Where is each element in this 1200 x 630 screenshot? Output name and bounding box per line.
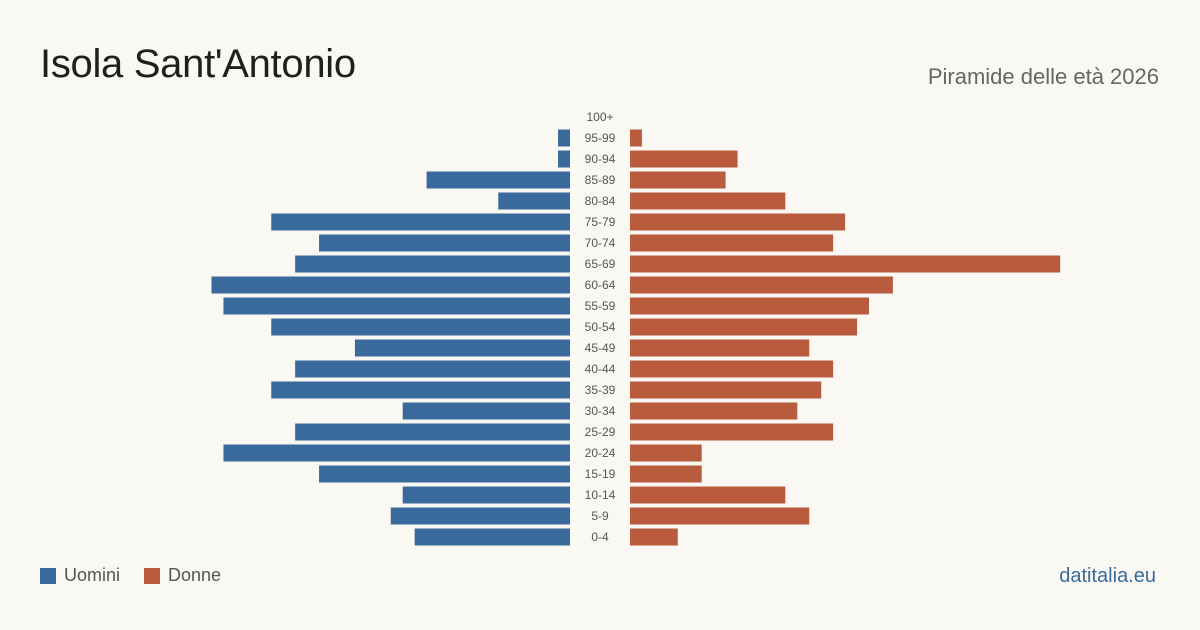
age-label-20-24: 20-24	[585, 446, 616, 460]
age-label-5-9: 5-9	[591, 509, 609, 523]
bar-women-55-59	[630, 297, 869, 315]
age-label-95-99: 95-99	[585, 131, 616, 145]
bar-men-80-84	[498, 192, 570, 210]
bar-women-0-4	[630, 528, 678, 546]
bar-women-5-9	[630, 507, 810, 525]
bar-women-80-84	[630, 192, 786, 210]
age-label-80-84: 80-84	[585, 194, 616, 208]
age-label-25-29: 25-29	[585, 425, 616, 439]
bar-women-10-14	[630, 486, 786, 504]
legend-swatch-men	[40, 567, 56, 584]
age-label-90-94: 90-94	[585, 152, 616, 166]
bar-women-30-34	[630, 402, 798, 420]
age-label-85-89: 85-89	[585, 173, 616, 187]
bar-men-40-44	[295, 360, 570, 378]
age-label-65-69: 65-69	[585, 257, 616, 271]
legend-label-women: Donne	[168, 565, 222, 585]
bar-men-35-39	[271, 381, 570, 399]
age-label-70-74: 70-74	[585, 236, 616, 250]
bar-men-45-49	[354, 339, 570, 357]
bar-men-0-4	[414, 528, 570, 546]
bar-women-15-19	[630, 465, 702, 483]
bar-women-65-69	[630, 255, 1061, 273]
bar-women-25-29	[630, 423, 834, 441]
source-link[interactable]: datitalia.eu	[1059, 565, 1156, 587]
legend-item-men: Uomini	[40, 565, 120, 586]
bar-men-5-9	[390, 507, 570, 525]
legend: Uomini Donne	[40, 565, 221, 586]
bar-women-50-54	[630, 318, 858, 336]
bar-women-75-79	[630, 213, 846, 231]
bar-men-60-64	[211, 276, 570, 294]
bar-men-70-74	[319, 234, 570, 252]
age-label-40-44: 40-44	[585, 362, 616, 376]
age-label-75-79: 75-79	[585, 215, 616, 229]
bar-women-40-44	[630, 360, 834, 378]
age-label-45-49: 45-49	[585, 341, 616, 355]
bar-men-85-89	[426, 171, 570, 189]
age-label-30-34: 30-34	[585, 404, 616, 418]
bar-men-10-14	[402, 486, 570, 504]
bar-women-90-94	[630, 150, 738, 168]
bar-men-30-34	[402, 402, 570, 420]
bar-men-75-79	[271, 213, 570, 231]
bar-women-60-64	[630, 276, 893, 294]
age-label-60-64: 60-64	[585, 278, 616, 292]
age-label-0-4: 0-4	[591, 530, 609, 544]
bar-women-95-99	[630, 129, 642, 147]
bar-men-55-59	[223, 297, 570, 315]
age-label-10-14: 10-14	[585, 488, 616, 502]
bar-women-35-39	[630, 381, 822, 399]
legend-swatch-women	[144, 567, 161, 584]
bar-men-15-19	[319, 465, 570, 483]
bar-men-25-29	[295, 423, 570, 441]
age-label-50-54: 50-54	[585, 320, 616, 334]
bar-men-20-24	[223, 444, 570, 462]
legend-label-men: Uomini	[64, 565, 121, 585]
age-label-100plus: 100+	[586, 110, 613, 124]
bar-women-70-74	[630, 234, 834, 252]
chart-subtitle: Piramide delle età 2026	[927, 64, 1159, 89]
chart-title: Isola Sant'Antonio	[40, 42, 356, 86]
age-label-55-59: 55-59	[585, 299, 616, 313]
legend-item-women: Donne	[144, 565, 221, 586]
population-pyramid-chart: 100+ 95-99 90-94 85-89 80-84 75-79 70-74 65-69 6…	[211, 110, 1061, 546]
bar-men-95-99	[558, 129, 570, 147]
bar-men-90-94	[558, 150, 570, 168]
bar-women-85-89	[630, 171, 726, 189]
age-label-15-19: 15-19	[585, 467, 616, 481]
age-label-35-39: 35-39	[585, 383, 616, 397]
bar-men-65-69	[295, 255, 570, 273]
bar-women-45-49	[630, 339, 810, 357]
bar-women-20-24	[630, 444, 702, 462]
bar-men-50-54	[271, 318, 570, 336]
